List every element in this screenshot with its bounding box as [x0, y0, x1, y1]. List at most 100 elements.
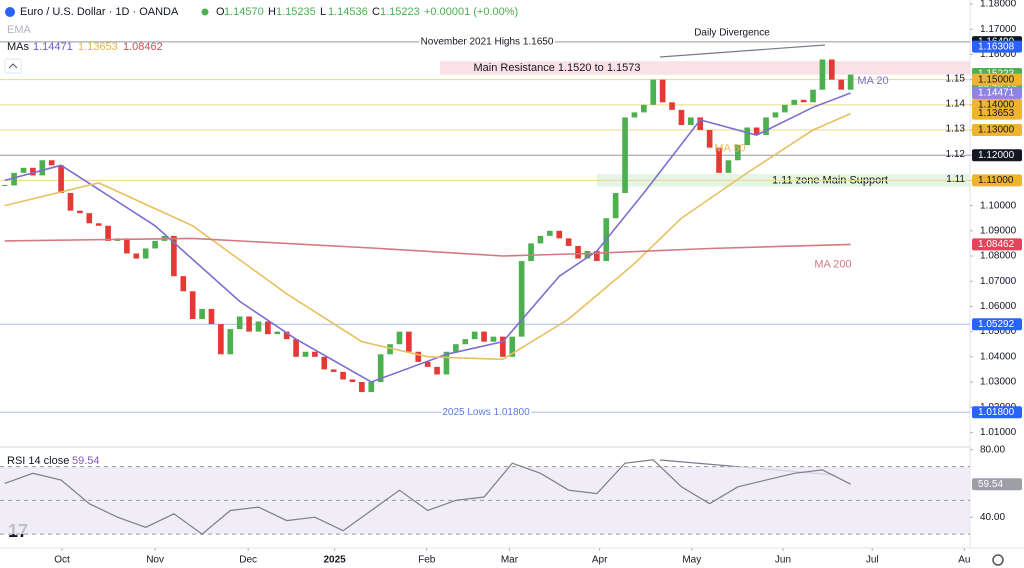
ohlc-key: C	[372, 6, 380, 18]
candle	[791, 99, 798, 105]
candle	[377, 354, 384, 383]
candle	[124, 238, 130, 254]
x-tick-label: Oct	[54, 555, 70, 566]
price-badge	[972, 73, 1022, 86]
candle	[293, 339, 299, 357]
candle	[152, 240, 158, 249]
settings-icon[interactable]	[992, 554, 1004, 566]
x-tick-label: May	[682, 555, 701, 566]
candle	[641, 104, 647, 113]
ma-value: 1.08462	[123, 41, 163, 53]
x-tick-label: Au	[958, 555, 970, 566]
change: +0.00001 (+0.00%)	[424, 6, 518, 18]
rsi-badge-label: 59.54	[978, 479, 1003, 490]
ma-line	[4, 112, 851, 361]
candle	[227, 329, 234, 355]
candle	[481, 331, 487, 342]
candle	[58, 165, 64, 194]
candle	[556, 230, 563, 239]
candle	[735, 145, 741, 161]
resistance-zone	[440, 61, 970, 75]
ohlc-key: O	[216, 6, 225, 18]
candle	[142, 248, 149, 259]
y-tick-label: 1.06000	[980, 301, 1017, 312]
candle	[537, 235, 544, 244]
candle	[77, 210, 83, 214]
candle	[471, 331, 478, 340]
rsi-label: RSI 14 close	[7, 455, 69, 467]
candle	[763, 117, 769, 136]
y-tick-label: 1.05000	[980, 326, 1017, 337]
candle	[359, 382, 365, 393]
candle	[340, 371, 346, 380]
candle	[575, 245, 581, 259]
candle	[443, 351, 450, 375]
candle	[180, 276, 187, 292]
candle	[368, 382, 375, 393]
divergence-line	[659, 44, 826, 58]
candle	[30, 167, 36, 176]
ma-label: MA 200	[814, 258, 851, 270]
ma-value: 1.14471	[33, 41, 73, 53]
candle	[199, 308, 205, 320]
price-badge	[972, 318, 1022, 331]
price-badge	[972, 124, 1022, 137]
y-tick-label: 1.01000	[980, 427, 1017, 438]
y-tick-label: 1.17000	[980, 24, 1017, 35]
level-label: 1.15	[946, 73, 966, 84]
price-badge	[972, 86, 1022, 99]
candle	[105, 225, 111, 241]
y-tick-label: 1.03000	[980, 377, 1017, 388]
symbol-icon	[5, 7, 15, 17]
y-tick-label: 1.07000	[980, 276, 1017, 287]
candle	[330, 369, 337, 372]
candle	[246, 316, 252, 332]
price-badge-label: 1.14471	[978, 88, 1015, 99]
chart-title: Euro / U.S. Dollar · 1D · OANDA	[20, 6, 179, 18]
candle	[753, 127, 760, 136]
candle	[462, 339, 469, 345]
candle	[659, 79, 666, 103]
level-label: 1.14	[946, 98, 966, 109]
nov-high-label: November 2021 Highs 1.1650	[421, 36, 554, 47]
collapse-button[interactable]	[4, 58, 22, 74]
candle	[490, 336, 497, 342]
price-badge-label: 1.16308	[978, 41, 1015, 52]
ohlc-value: 1.15223	[380, 6, 420, 18]
candle	[829, 59, 835, 80]
y-tick-label: 1.18000	[980, 0, 1017, 10]
y-tick-label: 1.09000	[980, 225, 1017, 236]
candle	[838, 79, 845, 90]
candle	[434, 366, 440, 375]
ma-label: MA 50	[714, 143, 745, 155]
candle	[622, 117, 628, 194]
price-badge	[972, 149, 1022, 162]
candle	[236, 316, 243, 330]
price-badge	[972, 406, 1022, 419]
candle	[706, 130, 713, 148]
collapse-icon	[8, 63, 18, 69]
y-tick-label: 1.16000	[980, 49, 1017, 60]
candle	[312, 351, 318, 357]
candle	[189, 291, 196, 320]
candle	[11, 172, 17, 186]
x-tick-label: Mar	[501, 555, 519, 566]
ma-line	[4, 92, 851, 383]
candle	[594, 250, 600, 262]
y-tick-label: 1.10000	[980, 200, 1017, 211]
candle	[349, 379, 356, 383]
candle	[631, 112, 638, 118]
candle	[650, 79, 657, 105]
rsi-line	[4, 459, 851, 535]
candle	[716, 147, 722, 173]
rsi-value: 59.54	[72, 455, 100, 467]
candle	[387, 344, 393, 355]
candle	[95, 223, 102, 226]
candle	[547, 230, 553, 236]
candle	[847, 74, 854, 90]
candle	[255, 321, 262, 332]
candle	[48, 160, 55, 166]
ohlc-value: 1.15235	[276, 6, 316, 18]
candle	[171, 235, 177, 277]
candle	[725, 160, 732, 173]
